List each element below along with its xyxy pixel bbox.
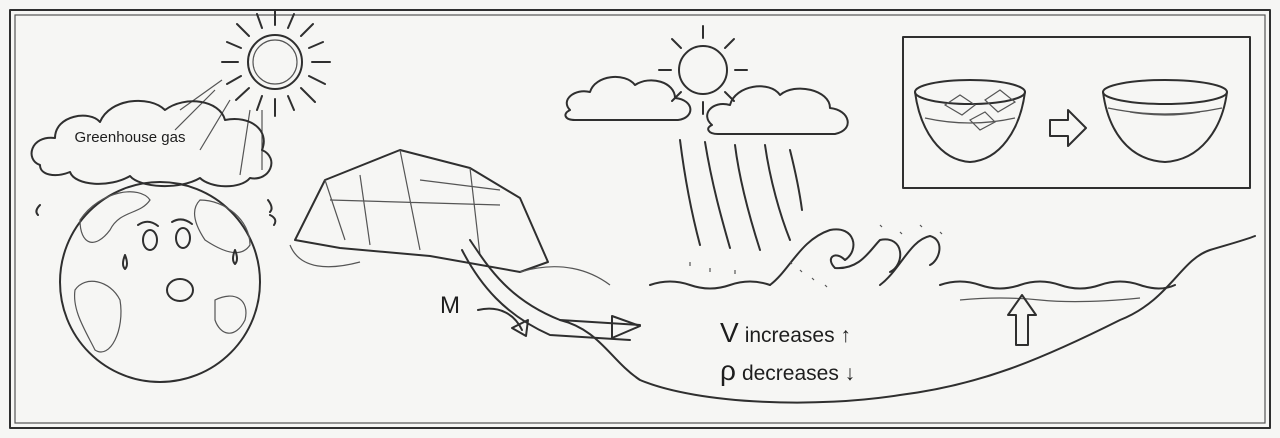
- volume-symbol: V: [720, 317, 739, 348]
- iceberg-stroke: [289, 244, 611, 286]
- earth-stroke: [35, 199, 277, 270]
- rain-clouds-stroke: [679, 139, 803, 251]
- mass-label: M: [440, 292, 460, 319]
- rain-clouds-stroke: [706, 85, 849, 135]
- sun-left-stroke: [221, 9, 331, 117]
- ice-melt-inset-stroke: [914, 79, 1026, 105]
- ocean-basin-stroke: [649, 280, 1176, 290]
- frame: [9, 9, 1271, 429]
- rain-clouds-stroke: [564, 75, 692, 121]
- sun-left-stroke: [252, 39, 298, 85]
- greenhouse-cloud: Greenhouse gas: [30, 99, 273, 188]
- ice-melt-inset-stroke: [1107, 107, 1223, 116]
- ocean-basin-stroke: [769, 228, 941, 286]
- ocean-basin-stroke: [559, 235, 1256, 404]
- frame-stroke: [9, 9, 1271, 429]
- ice-melt-inset-stroke: [1102, 91, 1228, 163]
- iceberg-stroke: [469, 239, 641, 326]
- ocean-basin-stroke: [1007, 294, 1037, 346]
- ice-melt-inset-stroke: [924, 117, 1016, 124]
- sun-left-stroke: [247, 34, 303, 90]
- mass-flow: M: [440, 292, 641, 339]
- earth-stroke: [166, 278, 194, 302]
- ice-melt-inset-stroke: [902, 36, 1251, 189]
- rain-clouds-stroke: [658, 25, 748, 115]
- earth-stroke: [193, 199, 251, 254]
- ice-melt-inset-stroke: [914, 91, 1026, 163]
- iceberg-stroke: [324, 149, 501, 256]
- cloud-label: Greenhouse gas: [75, 129, 186, 146]
- earth-stroke: [137, 218, 193, 227]
- volume-text: increases ↑: [745, 324, 851, 347]
- frame-stroke: [14, 14, 1266, 424]
- density-label: ρ decreases ↓: [720, 355, 855, 386]
- rain-clouds-stroke: [678, 45, 728, 95]
- mass-flow-stroke: [477, 307, 523, 331]
- sun-left: [174, 9, 331, 176]
- density-symbol: ρ: [720, 355, 736, 386]
- iceberg-stroke: [294, 149, 549, 273]
- earth-stroke: [142, 229, 158, 251]
- earth-stroke: [59, 181, 261, 383]
- iceberg: [289, 149, 641, 341]
- greenhouse-cloud-stroke: [30, 99, 273, 188]
- earth-stroke: [73, 280, 122, 353]
- ice-melt-inset-stroke: [1102, 79, 1228, 105]
- earth-stroke: [175, 227, 191, 249]
- iceberg-stroke: [461, 249, 631, 341]
- ocean-basin-stroke: [959, 297, 1141, 303]
- earth: [35, 181, 277, 383]
- earth-stroke: [79, 191, 151, 243]
- density-text: decreases ↓: [742, 362, 855, 385]
- mass-flow-stroke: [511, 319, 529, 337]
- ice-melt-inset: [902, 36, 1251, 189]
- ice-melt-inset-stroke: [943, 89, 1017, 131]
- rain-clouds: [564, 25, 849, 251]
- ice-melt-inset-stroke: [1049, 109, 1087, 147]
- ocean-basin-stroke: [689, 224, 943, 288]
- mass-flow-stroke: [611, 315, 641, 339]
- sun-left-stroke: [174, 79, 263, 176]
- earth-stroke: [214, 295, 247, 334]
- ocean-basin: [559, 224, 1256, 404]
